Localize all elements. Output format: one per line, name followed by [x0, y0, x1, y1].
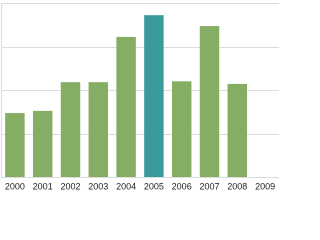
x-tick-label: 2004 [116, 181, 136, 191]
x-tick-label: 2008 [227, 181, 247, 191]
bar [144, 15, 164, 178]
chart: 2000 2001 2002 2003 2004 2005 2006 2007 2008 2009 [1, 3, 279, 191]
bar [199, 26, 220, 178]
bar [32, 110, 53, 177]
x-tick-label: 2003 [88, 181, 108, 191]
x-tick-label: 2006 [172, 181, 192, 191]
bar [5, 113, 25, 177]
bar [60, 82, 81, 177]
x-tick-label: 2005 [144, 181, 164, 191]
page: {"chart_data": {"type": "bar", "categori… [1, 3, 279, 192]
bar [227, 83, 248, 177]
x-tick-label: 2007 [199, 181, 219, 191]
bar [88, 82, 109, 177]
bar [171, 81, 192, 177]
x-tick-label: 2001 [33, 181, 53, 191]
bar [116, 36, 136, 178]
x-tick-label: 2009 [255, 181, 275, 191]
x-tick-label: 2000 [5, 181, 25, 191]
x-tick-label: 2002 [60, 181, 80, 191]
